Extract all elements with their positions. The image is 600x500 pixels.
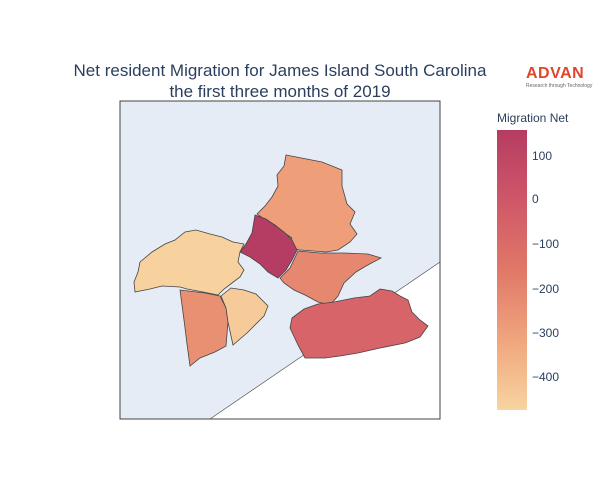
- region-south[interactable]: [220, 287, 269, 346]
- colorbar-tick-0: 0: [532, 192, 539, 206]
- colorbar-tick-minus-100: −100: [532, 237, 560, 251]
- region-southeast[interactable]: [289, 288, 429, 359]
- colorbar-tick-100: 100: [532, 149, 553, 163]
- region-central[interactable]: [239, 214, 298, 279]
- logo-word: ADVAN: [526, 65, 585, 82]
- region-southwest[interactable]: [179, 289, 229, 367]
- chart-title: Net resident Migration for James Island …: [0, 60, 560, 102]
- colorbar-tick-minus-300: −300: [532, 326, 560, 340]
- advan-logo: ADVAN Research through Technology: [526, 65, 596, 90]
- region-northwest[interactable]: [133, 229, 245, 296]
- colorbar-gradient: [497, 130, 527, 410]
- logo-tagline: Research through Technology: [526, 83, 593, 89]
- colorbar-title: Migration Net: [497, 111, 569, 125]
- colorbar-tick-minus-400: −400: [532, 370, 560, 384]
- title-line-1: Net resident Migration for James Island …: [73, 61, 487, 80]
- colorbar-tick-minus-200: −200: [532, 282, 560, 296]
- map-area[interactable]: [119, 100, 441, 420]
- region-east-central[interactable]: [279, 250, 383, 306]
- title-line-2: the first three months of 2019: [169, 82, 391, 101]
- colorbar: [497, 130, 527, 410]
- map-frame: [119, 100, 441, 420]
